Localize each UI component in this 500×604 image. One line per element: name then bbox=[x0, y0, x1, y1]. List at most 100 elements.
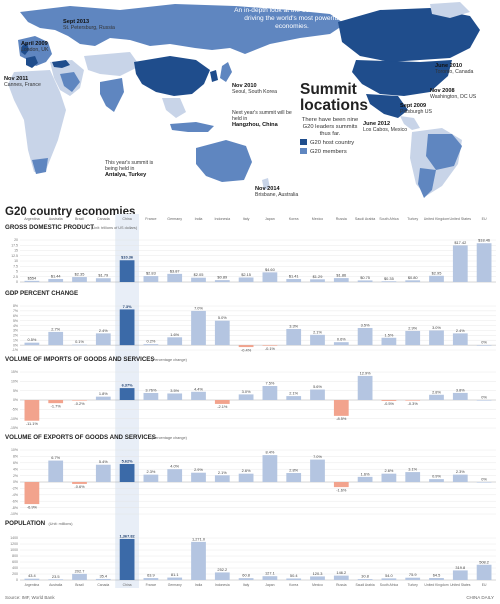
tick-label: 1400 bbox=[10, 536, 18, 540]
summit-title: Summit locations bbox=[300, 81, 369, 114]
data-label: 4.4% bbox=[194, 386, 203, 391]
data-label: -0.1% bbox=[265, 346, 276, 351]
country-footer: Russia bbox=[336, 583, 346, 587]
argentina-shape bbox=[418, 168, 436, 198]
bar-eu bbox=[476, 564, 492, 580]
data-label: -0.6% bbox=[74, 484, 85, 489]
summit-label-london: April 2009 London, UK bbox=[21, 41, 48, 53]
tick-label: 10% bbox=[11, 448, 18, 452]
data-label: 2.8% bbox=[289, 468, 298, 473]
tick-label: 6% bbox=[13, 461, 18, 465]
bar-indonesia bbox=[214, 572, 230, 580]
bar-russia bbox=[333, 400, 349, 416]
tick-label: 0% bbox=[13, 480, 18, 484]
data-label: 2.3% bbox=[456, 469, 465, 474]
summit-date: Nov 2008 bbox=[430, 88, 455, 94]
data-label: $2.95 bbox=[432, 270, 442, 275]
tick-label: 4% bbox=[13, 324, 18, 328]
bar-china bbox=[119, 464, 135, 482]
bar-italy bbox=[238, 277, 254, 282]
tick-label: 0% bbox=[13, 343, 18, 347]
bar-china bbox=[119, 538, 135, 580]
data-label: 6.7% bbox=[51, 455, 60, 460]
tick-label: -5% bbox=[12, 408, 18, 412]
bar-japan bbox=[262, 576, 278, 580]
usa-shape bbox=[352, 60, 452, 96]
data-label: -8.5% bbox=[336, 416, 347, 421]
country-header: United States bbox=[450, 217, 472, 221]
data-label: 64.5 bbox=[433, 573, 441, 578]
bar-argentina bbox=[24, 280, 40, 282]
summit-place: Toronto, Canada bbox=[435, 69, 474, 75]
tick-label: -6% bbox=[12, 499, 18, 503]
country-footer: United States bbox=[450, 583, 471, 587]
panel-title: GROSS DOMESTIC PRODUCT bbox=[5, 224, 94, 231]
china-shape bbox=[134, 56, 210, 96]
bar-china bbox=[119, 260, 135, 282]
map-legend: G20 host country G20 members bbox=[300, 139, 354, 157]
panel-unit: (Unit: trillions of US dollars) bbox=[91, 226, 138, 230]
summit-label-st-petersburg: Sept 2013 St. Petersburg, Russia bbox=[63, 19, 115, 31]
bar-turkey bbox=[405, 330, 421, 346]
tick-label: 15 bbox=[14, 249, 18, 253]
bar-united-states bbox=[452, 570, 468, 580]
country-footer: Turkey bbox=[408, 583, 419, 587]
summit-date: Nov 2011 bbox=[4, 76, 29, 82]
tick-label: 8% bbox=[13, 455, 18, 459]
data-label: 7.0% bbox=[194, 305, 203, 310]
data-label: $0.80 bbox=[408, 275, 419, 280]
summit-place: Pittsburgh US bbox=[400, 109, 433, 115]
data-label: -6.9% bbox=[27, 504, 38, 509]
data-label: $0.75 bbox=[360, 275, 370, 280]
bar-canada bbox=[95, 278, 111, 282]
country-footer: Saudi Arabia bbox=[355, 583, 374, 587]
country-header: Australia bbox=[49, 217, 63, 221]
bar-indonesia bbox=[214, 320, 230, 346]
data-label: 508.2 bbox=[479, 559, 489, 564]
data-label: $4.60 bbox=[265, 267, 276, 272]
bar-united-states bbox=[452, 474, 468, 482]
data-label: 2.4% bbox=[99, 328, 108, 333]
tick-label: 400 bbox=[12, 566, 18, 570]
country-footer: Germany bbox=[168, 583, 182, 587]
data-label: 2.1% bbox=[289, 391, 298, 396]
bar-russia bbox=[333, 482, 349, 488]
next-summit-place: Hangzhou, China bbox=[232, 122, 278, 128]
bar-france bbox=[143, 474, 159, 482]
bar-korea bbox=[286, 328, 302, 346]
country-header: Russia bbox=[336, 217, 347, 221]
legend-member: G20 members bbox=[300, 148, 354, 157]
panel-unit: (Percentage change) bbox=[151, 436, 187, 440]
g20-charts: Argentina Australia Brazil Canada China Franc… bbox=[5, 214, 496, 588]
bar-united-states bbox=[452, 392, 468, 400]
country-header: Brazil bbox=[75, 217, 84, 221]
bar-korea bbox=[286, 578, 302, 580]
tick-label: 15% bbox=[11, 370, 18, 374]
bar-germany bbox=[167, 393, 183, 400]
data-label: -0.4% bbox=[241, 347, 252, 352]
australia-shape bbox=[196, 140, 252, 182]
data-label: 35.4 bbox=[100, 573, 108, 578]
data-label: 5.0% bbox=[218, 315, 227, 320]
turkey-shape bbox=[52, 60, 70, 68]
data-label: 2.3% bbox=[146, 469, 155, 474]
bar-france bbox=[143, 276, 159, 282]
data-label: $2.35 bbox=[75, 272, 85, 277]
country-header: Turkey bbox=[407, 217, 418, 221]
central-america-shape bbox=[400, 116, 420, 130]
bar-indonesia bbox=[214, 400, 230, 404]
data-label: 43.4 bbox=[28, 573, 36, 578]
bar-australia bbox=[48, 331, 64, 346]
bar-united-kingdom bbox=[429, 275, 444, 282]
bar-united-states bbox=[452, 333, 468, 346]
southeast-asia-shape bbox=[162, 98, 186, 118]
country-header: Germany bbox=[167, 217, 182, 221]
tick-label: 0 bbox=[16, 280, 18, 284]
data-label: 0.5% bbox=[27, 337, 36, 342]
data-label: -1.7% bbox=[51, 403, 62, 408]
bar-united-kingdom bbox=[429, 394, 444, 400]
data-label: $10.36 bbox=[121, 255, 134, 260]
brazil-shape bbox=[426, 134, 462, 170]
tick-label: 1000 bbox=[10, 548, 18, 552]
tick-label: 10% bbox=[11, 380, 18, 384]
